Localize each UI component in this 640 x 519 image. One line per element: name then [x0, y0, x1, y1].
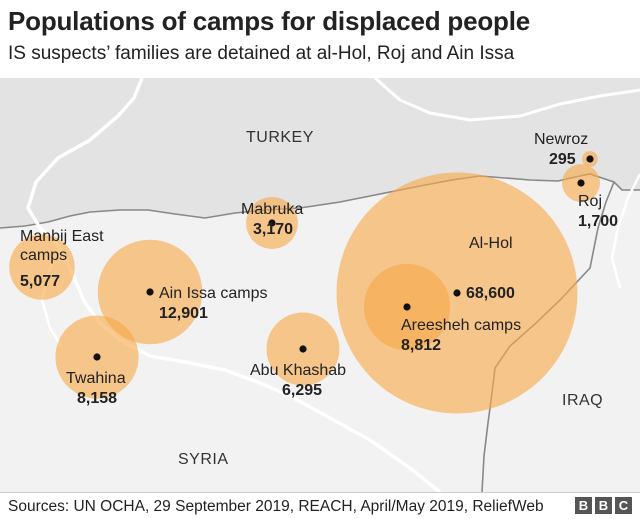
camp-name-line: Twahina — [66, 370, 126, 387]
camp-population-ain-issa: 12,901 — [159, 305, 208, 322]
camp-name-al-hol: Al-Hol — [469, 235, 513, 252]
camp-name-line: Al-Hol — [469, 235, 513, 252]
camp-dot-ain-issa — [146, 288, 154, 296]
camp-name-manbij-east: Manbij East camps — [20, 228, 104, 264]
country-label-turkey: TURKEY — [246, 129, 314, 146]
camp-name-mabruka: Mabruka — [241, 201, 303, 218]
bbc-logo-letter: B — [575, 497, 592, 514]
camp-dot-roj — [577, 179, 585, 187]
camp-name-twahina: Twahina — [66, 370, 126, 387]
camp-name-line: Abu Khashab — [250, 362, 346, 379]
country-label-syria: SYRIA — [178, 451, 229, 468]
bbc-logo-letter: B — [595, 497, 612, 514]
camp-name-abu-khashab: Abu Khashab — [250, 362, 346, 379]
camp-name-newroz: Newroz — [534, 131, 588, 148]
camp-name-line: Areesheh camps — [401, 317, 521, 334]
camp-name-line: Roj — [578, 193, 602, 210]
camp-name-line: camps — [20, 247, 67, 264]
source-note: Sources: UN OCHA, 29 September 2019, REA… — [8, 498, 544, 515]
camp-name-line: Mabruka — [241, 201, 303, 218]
camp-population-twahina: 8,158 — [77, 390, 117, 407]
camp-dot-mabruka — [268, 219, 276, 227]
camp-bubble-manbij-east — [9, 234, 75, 300]
camp-population-abu-khashab: 6,295 — [282, 382, 322, 399]
camp-name-line: Newroz — [534, 131, 588, 148]
camp-name-roj: Roj — [578, 193, 602, 210]
camp-dots — [93, 155, 594, 361]
camp-dot-newroz — [586, 155, 594, 163]
euphrates-river — [26, 78, 442, 492]
camp-map: TURKEY SYRIA IRAQ Manbij East camps 5,077 A… — [0, 78, 640, 492]
camp-population-roj: 1,700 — [578, 213, 618, 230]
khabur-river — [374, 78, 640, 122]
map-subtitle: IS suspects’ families are detained at al… — [8, 43, 515, 64]
camp-dot-twahina — [93, 353, 101, 361]
turkey-land — [0, 78, 640, 228]
bbc-logo-letter: C — [615, 497, 632, 514]
camp-population-manbij-east: 5,077 — [20, 273, 60, 290]
camp-dot-areesheh — [403, 303, 411, 311]
camp-name-ain-issa: Ain Issa camps — [159, 285, 267, 302]
camp-name-line: Manbij East — [20, 228, 104, 245]
country-label-iraq: IRAQ — [562, 392, 603, 409]
camp-dot-abu-khashab — [299, 345, 307, 353]
footer: Sources: UN OCHA, 29 September 2019, REA… — [0, 492, 640, 519]
camp-population-mabruka: 3,170 — [253, 221, 293, 238]
camp-name-areesheh: Areesheh camps — [401, 317, 521, 334]
bbc-logo: B B C — [575, 497, 632, 514]
map-title: Populations of camps for displaced peopl… — [8, 6, 530, 36]
camp-dot-al-hol — [453, 289, 461, 297]
camp-labels: Manbij East camps 5,077 Ain Issa camps 12,90… — [20, 131, 618, 407]
camp-population-newroz: 295 — [549, 151, 576, 168]
camp-name-line: Ain Issa camps — [159, 285, 267, 302]
camp-population-areesheh: 8,812 — [401, 337, 441, 354]
camp-population-al-hol: 68,600 — [466, 285, 515, 302]
tigris-river — [610, 173, 640, 289]
